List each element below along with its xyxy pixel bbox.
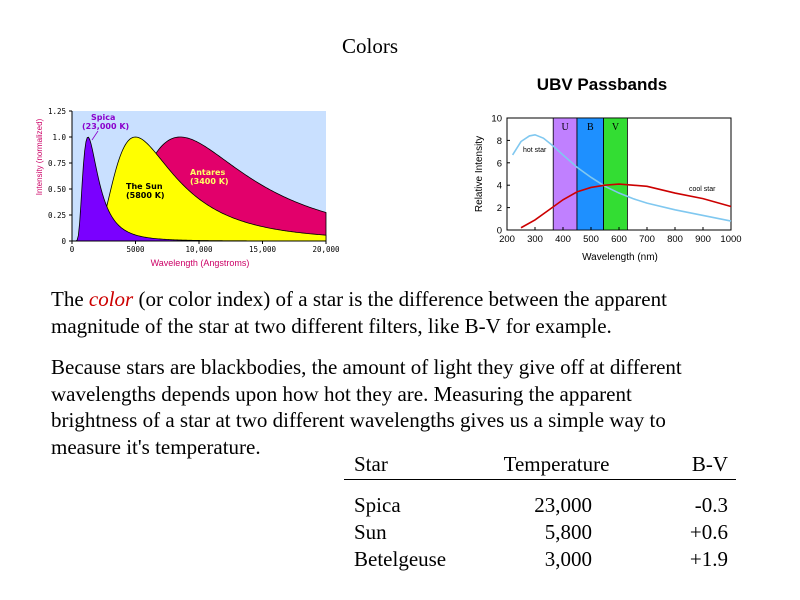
cell-temperature: 3,000 — [544, 547, 592, 571]
spica-label: Spica — [91, 113, 115, 122]
table-header-row: Star Temperature B-V — [344, 450, 736, 480]
ubv-y-tick-label: 6 — [497, 158, 502, 169]
header-temperature: Temperature — [469, 450, 644, 480]
ubv-plot-area: U B V 200 300 400 500 600 700 800 900 1000 0 2 4 6 8 10 — [491, 114, 741, 246]
antares-label: Antares — [190, 168, 225, 177]
blackbody-y-tick-label: 0 — [61, 237, 66, 246]
para1-text-a: The — [51, 287, 89, 311]
blackbody-x-axis-label: Wavelength (Angstroms) — [151, 258, 250, 268]
ubv-chart: UBV Passbands U B V 200 300 400 500 600 700 800 90… — [474, 75, 742, 263]
ubv-y-tick-label: 10 — [491, 114, 502, 125]
band-b — [576, 117, 605, 231]
cell-bv: -0.3 — [694, 493, 728, 517]
ubv-x-tick-label: 200 — [499, 234, 515, 245]
cell-bv: +1.9 — [689, 547, 728, 571]
blackbody-x-tick-label: 15,000 — [249, 245, 277, 254]
header-bv: B-V — [644, 450, 736, 480]
ubv-x-tick-label: 900 — [695, 234, 711, 245]
para2-line1: Because stars are blackbodies, the amoun… — [51, 355, 682, 379]
ubv-chart-title: UBV Passbands — [537, 75, 667, 94]
blackbody-paragraph: Because stars are blackbodies, the amoun… — [51, 354, 682, 460]
antares-temp-label: (3400 K) — [190, 177, 229, 186]
spica-temp-label: (23,000 K) — [82, 122, 129, 131]
ubv-x-tick-label: 500 — [583, 234, 599, 245]
hot-star-label: hot star — [523, 147, 547, 154]
ubv-x-axis-label: Wavelength (nm) — [582, 252, 658, 263]
table-row: Sun 5,800 +0.6 — [344, 519, 736, 546]
cell-bv: +0.6 — [689, 520, 728, 544]
color-definition-paragraph: The color (or color index) of a star is … — [51, 286, 667, 339]
blackbody-y-tick-label: 0.75 — [48, 159, 66, 168]
band-v-label: V — [612, 122, 620, 133]
ubv-y-axis-label: Relative Intensity — [474, 136, 485, 212]
blackbody-x-tick-label: 5000 — [126, 245, 145, 254]
blackbody-x-tick-label: 0 — [70, 245, 75, 254]
ubv-x-tick-label: 300 — [527, 234, 543, 245]
ubv-x-tick-label: 800 — [667, 234, 683, 245]
ubv-x-tick-label: 700 — [639, 234, 655, 245]
ubv-y-tick-label: 2 — [497, 203, 502, 214]
ubv-y-tick-label: 0 — [497, 226, 502, 237]
band-b-label: B — [587, 122, 594, 133]
band-u — [552, 117, 578, 231]
header-star: Star — [344, 450, 469, 480]
blackbody-y-tick-label: 1.0 — [52, 133, 66, 142]
hot-star-curve — [511, 133, 732, 222]
slide-title: Colors — [341, 34, 398, 58]
sun-temp-label: (5800 K) — [126, 191, 165, 200]
para1-line2: magnitude of the star at two different f… — [51, 313, 612, 338]
ubv-y-tick-label: 8 — [497, 136, 502, 147]
cool-star-label: cool star — [689, 186, 716, 193]
sun-label: The Sun — [126, 182, 163, 191]
ubv-x-tick-label: 600 — [611, 234, 627, 245]
table-row: Betelgeuse 3,000 +1.9 — [344, 546, 736, 573]
para1-text-b: (or color index) of a star is the differ… — [133, 287, 667, 311]
cell-star: Sun — [354, 520, 387, 544]
para2-line4: measure it's temperature. — [51, 434, 261, 459]
table-row: Spica 23,000 -0.3 — [344, 492, 736, 519]
blackbody-x-tick-label: 10,000 — [185, 245, 213, 254]
color-highlight: color — [88, 287, 134, 311]
blackbody-y-axis-label: Intensity (normalized) — [35, 118, 44, 195]
blackbody-y-tick-label: 0.25 — [48, 211, 66, 220]
cool-star-curve — [520, 183, 732, 229]
ubv-x-tick-label: 400 — [555, 234, 571, 245]
cell-temperature: 23,000 — [534, 493, 592, 517]
blackbody-x-tick-label: 20,000 — [312, 245, 340, 254]
star-color-table: Star Temperature B-V Spica 23,000 -0.3 S… — [344, 450, 736, 573]
ubv-x-tick-label: 1000 — [720, 234, 741, 245]
blackbody-y-tick-label: 1.25 — [48, 107, 66, 116]
blackbody-chart: 0 5000 10,000 15,000 20,000 0 0.25 0.50 0.75 1.0 1… — [35, 107, 340, 268]
band-u-label: U — [561, 122, 569, 133]
the-sun-curve — [72, 136, 327, 242]
blackbody-y-tick-label: 0.50 — [48, 185, 67, 194]
cell-temperature: 5,800 — [544, 520, 592, 544]
cell-star: Betelgeuse — [354, 547, 447, 571]
cell-star: Spica — [354, 493, 401, 517]
blackbody-plot-area: 0 5000 10,000 15,000 20,000 0 0.25 0.50 0.75 1.0 1… — [48, 107, 340, 254]
para2-line2: wavelengths depends upon how hot they ar… — [51, 381, 632, 406]
ubv-y-tick-label: 4 — [497, 181, 502, 192]
band-v — [603, 117, 628, 231]
para2-line3: brightness of a star at two different wa… — [51, 408, 666, 432]
